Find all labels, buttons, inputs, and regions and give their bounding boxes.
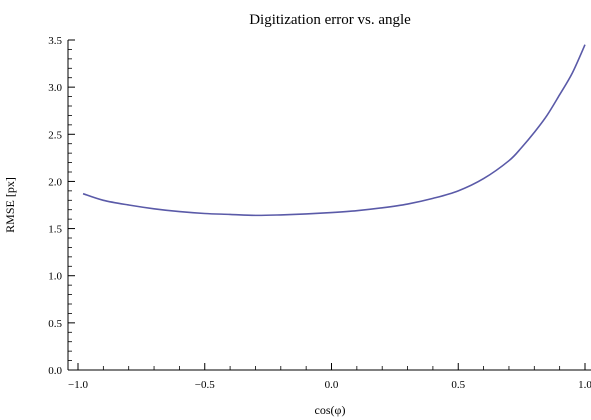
plot-frame bbox=[67, 40, 591, 371]
x-tick-label: 1.0 bbox=[578, 379, 591, 391]
x-tick-label: −0.5 bbox=[195, 379, 215, 391]
y-tick-label: 2.0 bbox=[48, 176, 62, 188]
x-tick-label: 0.0 bbox=[325, 379, 339, 391]
y-axis-title: RMSE [px] bbox=[3, 177, 17, 233]
x-tick-label: −1.0 bbox=[68, 379, 88, 391]
x-ticks: −1.0 −0.5 0.0 0.5 1.0 bbox=[68, 363, 591, 391]
y-tick-label: 0.5 bbox=[48, 318, 62, 330]
series-layer bbox=[82, 44, 586, 217]
y-tick-label: 1.5 bbox=[48, 224, 62, 236]
series-line bbox=[82, 44, 586, 217]
y-tick-label: 3.0 bbox=[48, 82, 62, 94]
x-axis-title: cos(φ) bbox=[315, 403, 346, 417]
y-ticks: 0.0 0.5 1.0 1.5 2.0 2.5 3.0 3.5 bbox=[48, 35, 75, 377]
x-tick-label: 0.5 bbox=[451, 379, 465, 391]
y-tick-label: 3.5 bbox=[48, 35, 62, 47]
y-tick-label: 2.5 bbox=[48, 129, 62, 141]
chart-title: Digitization error vs. angle bbox=[249, 12, 411, 28]
y-tick-label: 1.0 bbox=[48, 271, 62, 283]
y-tick-label: 0.0 bbox=[48, 365, 62, 377]
